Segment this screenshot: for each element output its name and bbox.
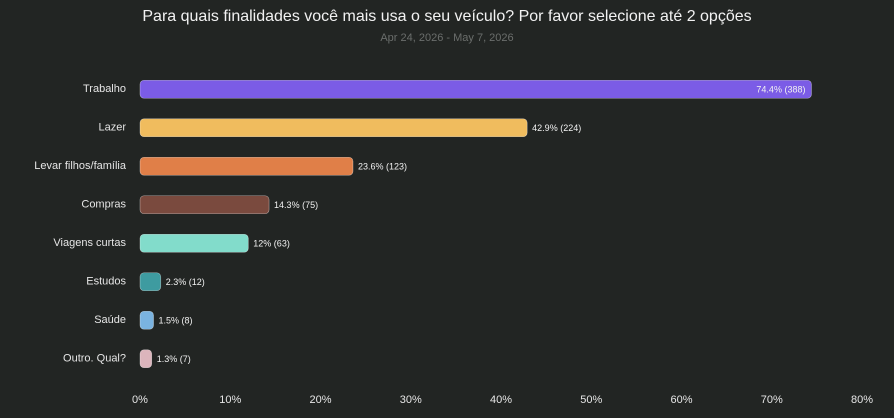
x-tick-label: 50% [580, 394, 602, 406]
x-tick-label: 20% [309, 394, 331, 406]
x-tick-label: 10% [219, 394, 241, 406]
y-tick-label: Outro. Qual? [63, 353, 126, 365]
value-label: 42.9% (224) [532, 123, 581, 133]
bar [139, 156, 354, 176]
bar [139, 195, 270, 215]
y-tick-label: Compras [81, 199, 126, 211]
bar [139, 349, 153, 369]
bar [139, 79, 812, 99]
bar [139, 310, 154, 330]
y-tick-label: Lazer [98, 122, 126, 134]
value-label: 12% (63) [253, 239, 290, 249]
x-tick-label: 60% [670, 394, 692, 406]
y-tick-label: Levar filhos/família [34, 160, 127, 172]
value-label: 14.3% (75) [274, 200, 318, 210]
value-label: 1.3% (7) [157, 354, 191, 364]
y-tick-label: Saúde [94, 314, 126, 326]
value-label: 23.6% (123) [358, 162, 407, 172]
x-tick-label: 0% [132, 394, 148, 406]
y-tick-label: Estudos [86, 276, 126, 288]
chart-title: Para quais finalidades você mais usa o s… [142, 8, 751, 25]
x-tick-label: 70% [761, 394, 783, 406]
value-label: 74.4% (388) [756, 85, 805, 95]
bar [139, 233, 249, 253]
value-label: 2.3% (12) [166, 277, 205, 287]
value-label: 1.5% (8) [159, 316, 193, 326]
y-tick-label: Trabalho [83, 83, 126, 95]
bar [139, 272, 162, 292]
bar [139, 118, 528, 138]
x-tick-label: 80% [851, 394, 873, 406]
x-tick-label: 40% [490, 394, 512, 406]
x-tick-label: 30% [400, 394, 422, 406]
y-tick-label: Viagens curtas [53, 237, 126, 249]
chart-subtitle: Apr 24, 2026 - May 7, 2026 [380, 32, 513, 44]
